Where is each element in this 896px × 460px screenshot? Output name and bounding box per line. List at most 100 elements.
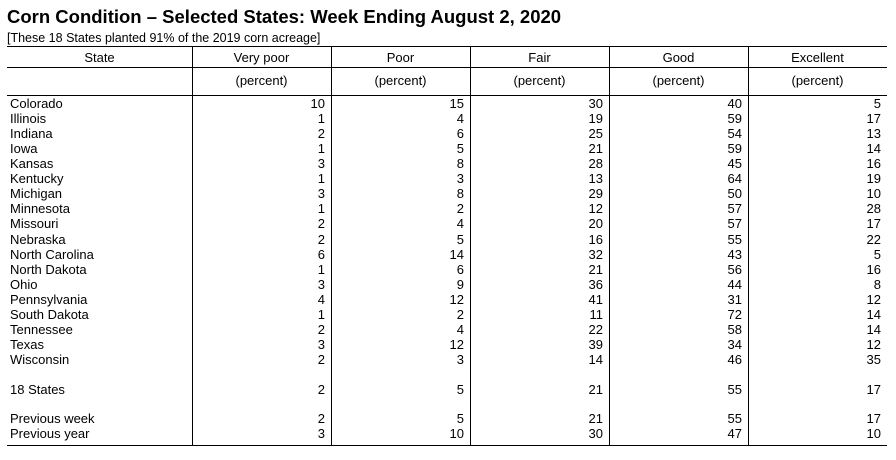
table-row: ........................................… bbox=[0, 276, 896, 292]
value-cell-very-poor: 3 bbox=[317, 426, 325, 441]
state-cell: ........................................… bbox=[10, 382, 190, 397]
value-cell-good: 43 bbox=[727, 246, 742, 262]
value-cell-fair: 25 bbox=[588, 126, 603, 142]
state-name: Minnesota bbox=[10, 201, 74, 217]
value-cell-excellent: 22 bbox=[866, 231, 881, 247]
state-name: Texas bbox=[10, 336, 48, 352]
value-cell-fair: 21 bbox=[588, 382, 603, 397]
column-header-good: Good bbox=[662, 50, 695, 65]
value-cell-excellent: 17 bbox=[866, 411, 881, 426]
table-row: ........................................… bbox=[0, 201, 896, 217]
value-cell-excellent: 8 bbox=[873, 276, 881, 292]
value-cell-excellent: 17 bbox=[866, 216, 881, 232]
state-cell: ........................................… bbox=[10, 246, 190, 262]
column-header-poor: Poor bbox=[386, 50, 415, 65]
value-cell-good: 45 bbox=[727, 156, 742, 172]
table-bottom-rule bbox=[7, 445, 887, 446]
table-row: ........................................… bbox=[0, 411, 896, 426]
value-cell-excellent: 5 bbox=[873, 96, 881, 111]
value-cell-fair: 16 bbox=[588, 231, 603, 247]
table-row: ........................................… bbox=[0, 156, 896, 172]
value-cell-excellent: 5 bbox=[873, 246, 881, 262]
value-cell-very-poor: 2 bbox=[317, 321, 325, 337]
value-cell-poor: 4 bbox=[456, 321, 464, 337]
value-cell-very-poor: 2 bbox=[317, 126, 325, 142]
value-cell-poor: 12 bbox=[449, 336, 464, 352]
value-cell-very-poor: 2 bbox=[317, 411, 325, 426]
state-name: Michigan bbox=[10, 186, 67, 202]
value-cell-good: 55 bbox=[727, 382, 742, 397]
state-cell: ........................................… bbox=[10, 231, 190, 247]
state-cell: ........................................… bbox=[10, 261, 190, 277]
state-name: 18 States bbox=[10, 382, 69, 397]
table-row: ........................................… bbox=[0, 126, 896, 142]
value-cell-fair: 21 bbox=[588, 411, 603, 426]
value-cell-excellent: 12 bbox=[866, 291, 881, 307]
value-cell-poor: 5 bbox=[456, 382, 464, 397]
value-cell-fair: 21 bbox=[588, 261, 603, 277]
value-cell-good: 44 bbox=[727, 276, 742, 292]
unit-label: (percent) bbox=[513, 73, 566, 88]
unit-label: (percent) bbox=[374, 73, 427, 88]
state-name: North Carolina bbox=[10, 246, 98, 262]
state-cell: ........................................… bbox=[10, 126, 190, 142]
state-cell: ........................................… bbox=[10, 336, 190, 352]
value-cell-very-poor: 2 bbox=[317, 231, 325, 247]
state-cell: ........................................… bbox=[10, 156, 190, 172]
value-cell-fair: 29 bbox=[588, 186, 603, 202]
table-row: ........................................… bbox=[0, 321, 896, 337]
table-row: ........................................… bbox=[0, 352, 896, 368]
table-top-rule bbox=[7, 46, 887, 47]
state-cell: ........................................… bbox=[10, 111, 190, 127]
value-cell-very-poor: 3 bbox=[317, 186, 325, 202]
state-name: Iowa bbox=[10, 141, 42, 157]
value-cell-poor: 3 bbox=[456, 352, 464, 368]
value-cell-very-poor: 6 bbox=[317, 246, 325, 262]
state-name: Ohio bbox=[10, 276, 42, 292]
table-row: ........................................… bbox=[0, 171, 896, 187]
value-cell-very-poor: 3 bbox=[317, 336, 325, 352]
value-cell-good: 55 bbox=[727, 411, 742, 426]
table-row: ........................................… bbox=[0, 96, 896, 111]
value-cell-very-poor: 1 bbox=[317, 171, 325, 187]
value-cell-very-poor: 4 bbox=[317, 291, 325, 307]
value-cell-excellent: 14 bbox=[866, 306, 881, 322]
value-cell-very-poor: 1 bbox=[317, 261, 325, 277]
value-cell-poor: 4 bbox=[456, 216, 464, 232]
value-cell-fair: 30 bbox=[588, 426, 603, 441]
value-cell-excellent: 16 bbox=[866, 261, 881, 277]
value-cell-poor: 2 bbox=[456, 306, 464, 322]
value-cell-very-poor: 1 bbox=[317, 111, 325, 127]
column-header-fair: Fair bbox=[528, 50, 551, 65]
value-cell-good: 34 bbox=[727, 336, 742, 352]
value-cell-excellent: 17 bbox=[866, 111, 881, 127]
value-cell-excellent: 12 bbox=[866, 336, 881, 352]
table-row: ........................................… bbox=[0, 291, 896, 307]
state-cell: ........................................… bbox=[10, 426, 190, 441]
table-row: ........................................… bbox=[0, 141, 896, 157]
value-cell-good: 57 bbox=[727, 201, 742, 217]
state-name: South Dakota bbox=[10, 306, 93, 322]
value-cell-poor: 5 bbox=[456, 411, 464, 426]
value-cell-poor: 10 bbox=[449, 426, 464, 441]
value-cell-good: 55 bbox=[727, 231, 742, 247]
state-name: Illinois bbox=[10, 111, 51, 127]
value-cell-poor: 6 bbox=[456, 126, 464, 142]
table-row: ........................................… bbox=[0, 216, 896, 232]
state-name: Pennsylvania bbox=[10, 291, 92, 307]
value-cell-good: 58 bbox=[727, 321, 742, 337]
value-cell-excellent: 17 bbox=[866, 382, 881, 397]
value-cell-good: 59 bbox=[727, 141, 742, 157]
value-cell-very-poor: 1 bbox=[317, 141, 325, 157]
value-cell-good: 54 bbox=[727, 126, 742, 142]
value-cell-good: 31 bbox=[727, 291, 742, 307]
state-cell: ........................................… bbox=[10, 201, 190, 217]
state-cell: ........................................… bbox=[10, 411, 190, 426]
value-cell-poor: 4 bbox=[456, 111, 464, 127]
value-cell-poor: 6 bbox=[456, 261, 464, 277]
state-name: Tennessee bbox=[10, 321, 77, 337]
table-row: ........................................… bbox=[0, 426, 896, 441]
column-header-state: State bbox=[84, 50, 115, 65]
unit-label: (percent) bbox=[652, 73, 705, 88]
value-cell-fair: 41 bbox=[588, 291, 603, 307]
